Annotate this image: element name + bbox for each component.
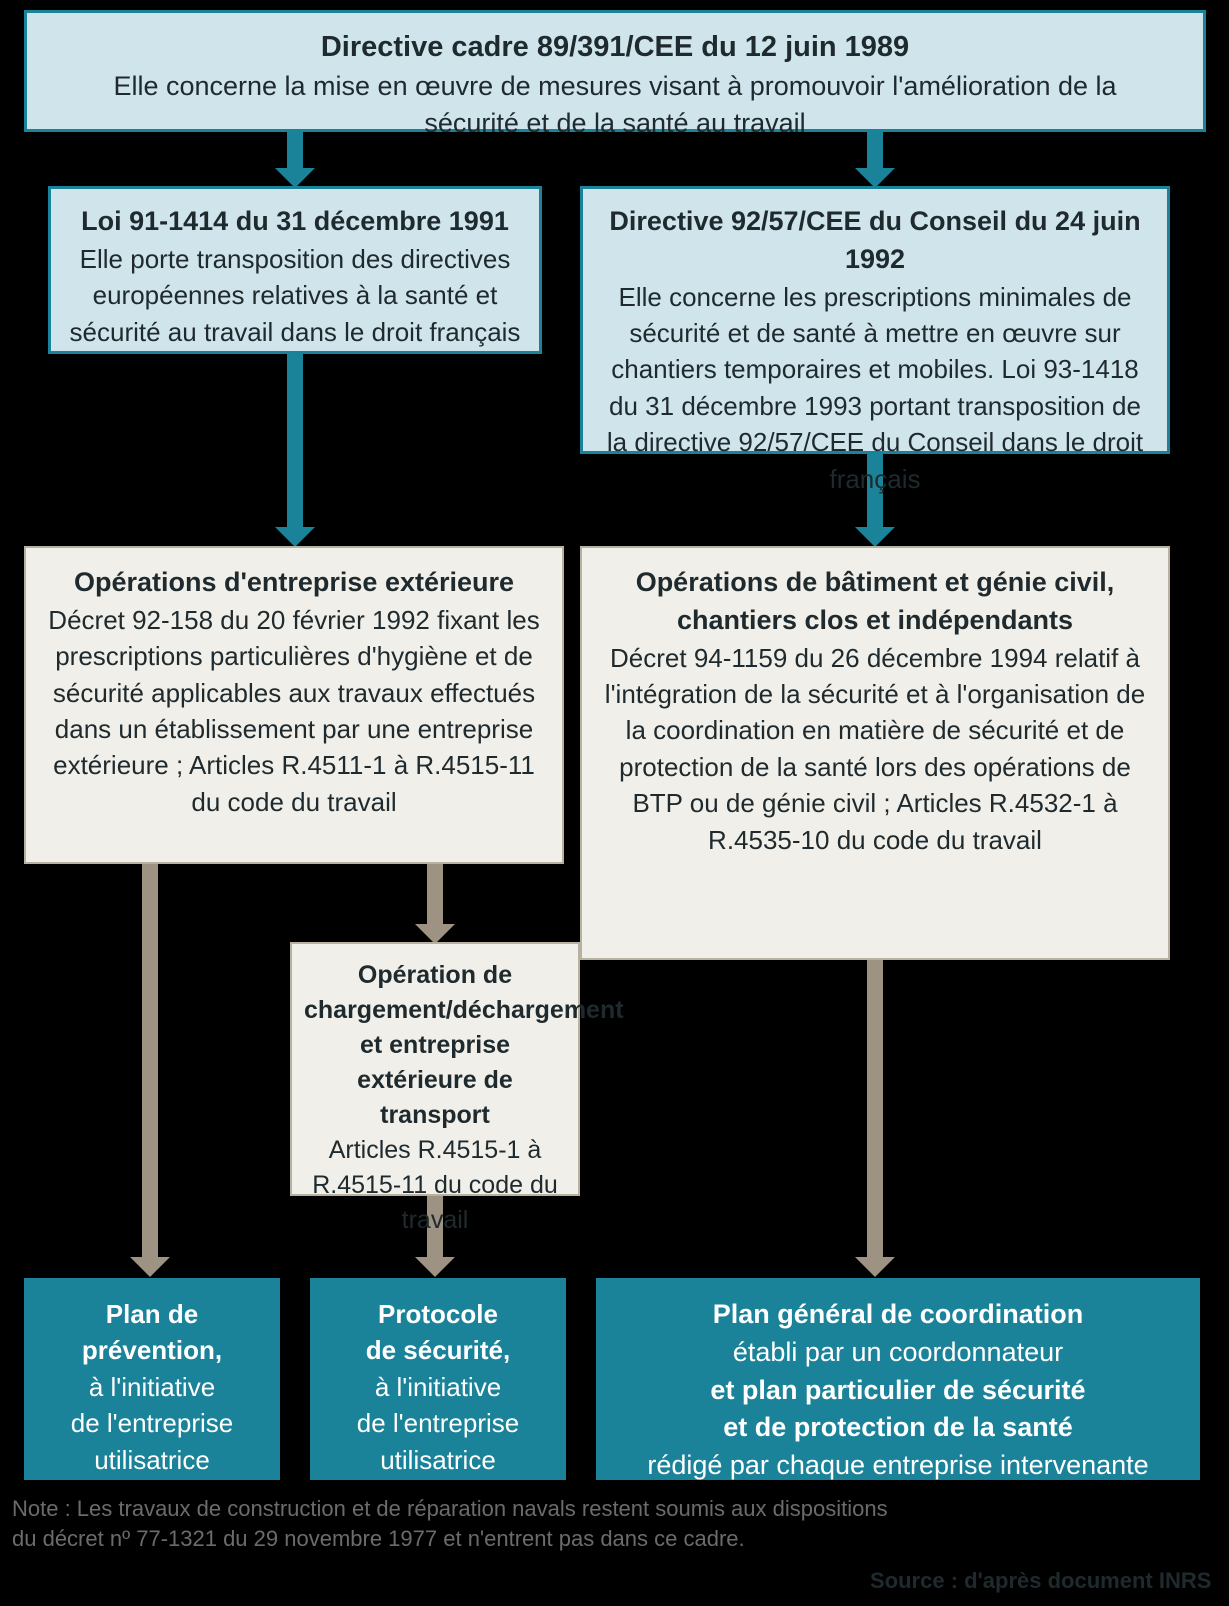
node-operation-chargement: Opération de chargement/déchargement et … [290,942,580,1196]
node-operations-btp: Opérations de bâtiment et génie civil, c… [580,546,1170,960]
l1: à l'initiative [324,1369,552,1405]
t2: prévention, [82,1335,222,1365]
l1: à l'initiative [38,1369,266,1405]
arrowhead-icon [275,168,315,188]
node-body: Elle concerne les prescriptions minimale… [605,279,1145,497]
arrowhead-icon [415,924,455,944]
node-title: Directive 92/57/CEE du Conseil du 24 jui… [605,203,1145,279]
l2: de l'entreprise [324,1405,552,1441]
node-title: Opérations d'entreprise extérieure [48,564,540,602]
source-credit: Source : d'après document INRS [870,1568,1211,1594]
node-body: Elle concerne la mise en œuvre de mesure… [67,68,1163,144]
node-title: Directive cadre 89/391/CEE du 12 juin 19… [67,27,1163,68]
note-line1: Note : Les travaux de construction et de… [12,1494,888,1524]
node-plan-prevention: Plan de prévention, à l'initiative de l'… [24,1278,280,1480]
node-title: Opérations de bâtiment et génie civil, c… [604,564,1146,640]
node-title: Loi 91-1414 du 31 décembre 1991 [69,203,521,241]
flowchart-stage: Directive cadre 89/391/CEE du 12 juin 19… [0,0,1229,1606]
arrowhead-icon [855,168,895,188]
arrowhead-icon [855,527,895,547]
l1: établi par un coordonnateur [616,1334,1180,1372]
arrowhead-icon [275,527,315,547]
l3: utilisatrice [38,1442,266,1478]
l2: de l'entreprise [38,1405,266,1441]
node-protocole-securite: Protocole de sécurité, à l'initiative de… [310,1278,566,1480]
node-loi-91-1414: Loi 91-1414 du 31 décembre 1991 Elle por… [48,186,542,354]
t2: et plan particulier de sécurité [710,1375,1085,1405]
t1: Plan de [106,1299,198,1329]
node-body: Décret 94-1159 du 26 décembre 1994 relat… [604,640,1146,858]
node-body: Articles R.4515-1 à R.4515-11 du code du… [304,1133,566,1238]
l2: rédigé par chaque entreprise intervenant… [616,1447,1180,1485]
note-line2: du décret nº 77-1321 du 29 novembre 1977… [12,1524,888,1554]
node-directive-92-57: Directive 92/57/CEE du Conseil du 24 jui… [580,186,1170,454]
node-directive-89-391: Directive cadre 89/391/CEE du 12 juin 19… [24,10,1206,132]
node-title: Opération de chargement/déchargement et … [304,958,566,1133]
footnote: Note : Les travaux de construction et de… [12,1494,888,1553]
arrowhead-icon [855,1257,895,1277]
node-plan-general-coordination: Plan général de coordination établi par … [596,1278,1200,1480]
node-operations-entreprise-ext: Opérations d'entreprise extérieure Décre… [24,546,564,864]
l3: utilisatrice [324,1442,552,1478]
arrowhead-icon [415,1257,455,1277]
t3: et de protection de la santé [723,1412,1073,1442]
arrowhead-icon [130,1257,170,1277]
t1: Plan général de coordination [713,1299,1084,1329]
node-body: Décret 92-158 du 20 février 1992 fixant … [48,602,540,820]
t2: de sécurité, [366,1335,511,1365]
t1: Protocole [378,1299,498,1329]
node-body: Elle porte transposition des directives … [69,241,521,350]
